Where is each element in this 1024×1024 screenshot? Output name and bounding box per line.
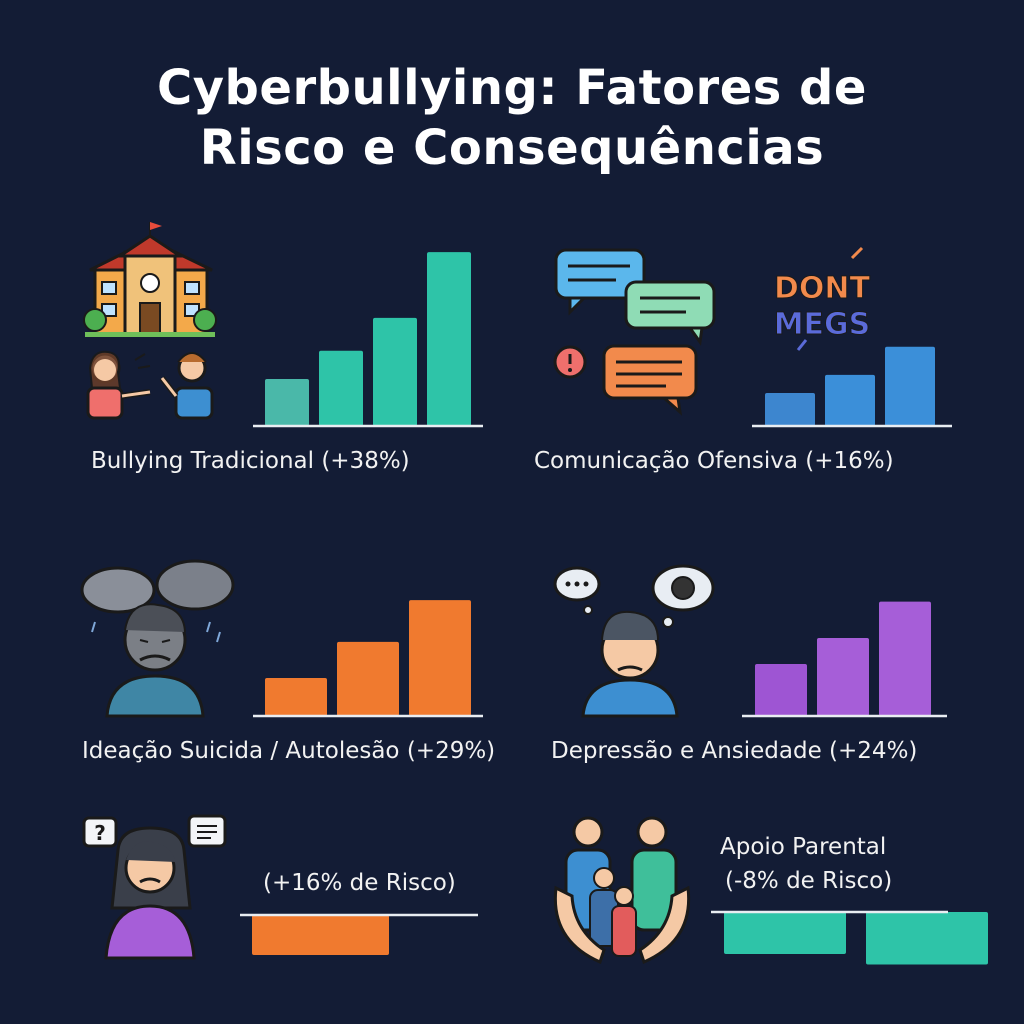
- bar-1: [265, 379, 309, 426]
- title-line-2: Risco e Consequências: [199, 120, 825, 176]
- sad-person-rain-cloud-icon: [80, 559, 235, 718]
- bar-4: [427, 252, 471, 426]
- bar-1: [252, 915, 389, 955]
- bar-3: [879, 601, 931, 716]
- title-line-1: Cyberbullying: Fatores de: [157, 60, 867, 116]
- label-depressao-ansiedade: Depressão e Ansiedade (+24%): [551, 738, 918, 764]
- graffiti-line-2: MEGS: [774, 307, 871, 342]
- graffiti-line-1: DONT: [774, 271, 871, 306]
- anxious-person-thought-icon: [553, 564, 715, 718]
- dont-mess-graffiti-icon: DONT MEGS: [773, 246, 871, 351]
- chat-bubbles-icon: [553, 248, 716, 416]
- bar-1: [755, 664, 807, 716]
- chart-risco-16: [240, 913, 478, 955]
- chart-apoio-parental: [711, 910, 988, 965]
- bar-3: [409, 600, 471, 716]
- bar-1: [765, 393, 815, 426]
- chart-comunicacao-ofensiva: [752, 346, 952, 428]
- chart-ideacao-suicida: [253, 600, 483, 718]
- label-apoio-parental-2: (-8% de Risco): [725, 868, 893, 894]
- bar-2: [825, 374, 875, 426]
- chart-bullying-tradicional: [253, 252, 483, 428]
- page-title: Cyberbullying: Fatores de Risco e Conseq…: [0, 58, 1024, 178]
- label-comunicacao-ofensiva: Comunicação Ofensiva (+16%): [534, 448, 894, 474]
- bar-2: [817, 638, 869, 716]
- label-ideacao-suicida: Ideação Suicida / Autolesão (+29%): [82, 738, 496, 764]
- label-bullying-tradicional: Bullying Tradicional (+38%): [91, 448, 410, 474]
- bar-2: [337, 641, 399, 716]
- bar-3: [373, 317, 417, 426]
- confused-girl-icon: ?: [82, 814, 227, 960]
- bar-1: [265, 678, 327, 716]
- family-protect-hands-icon: [553, 816, 691, 965]
- chart-depressao-ansiedade: [742, 601, 947, 718]
- school-building-icon: [83, 222, 217, 337]
- bar-2: [866, 912, 988, 965]
- bar-3: [885, 346, 935, 426]
- bar-2: [319, 350, 363, 426]
- svg-text:?: ?: [94, 821, 106, 845]
- label-apoio-parental-1: Apoio Parental: [720, 834, 887, 860]
- arguing-kids-icon: [86, 350, 214, 420]
- bar-1: [724, 912, 846, 954]
- label-risco-16: (+16% de Risco): [263, 870, 456, 896]
